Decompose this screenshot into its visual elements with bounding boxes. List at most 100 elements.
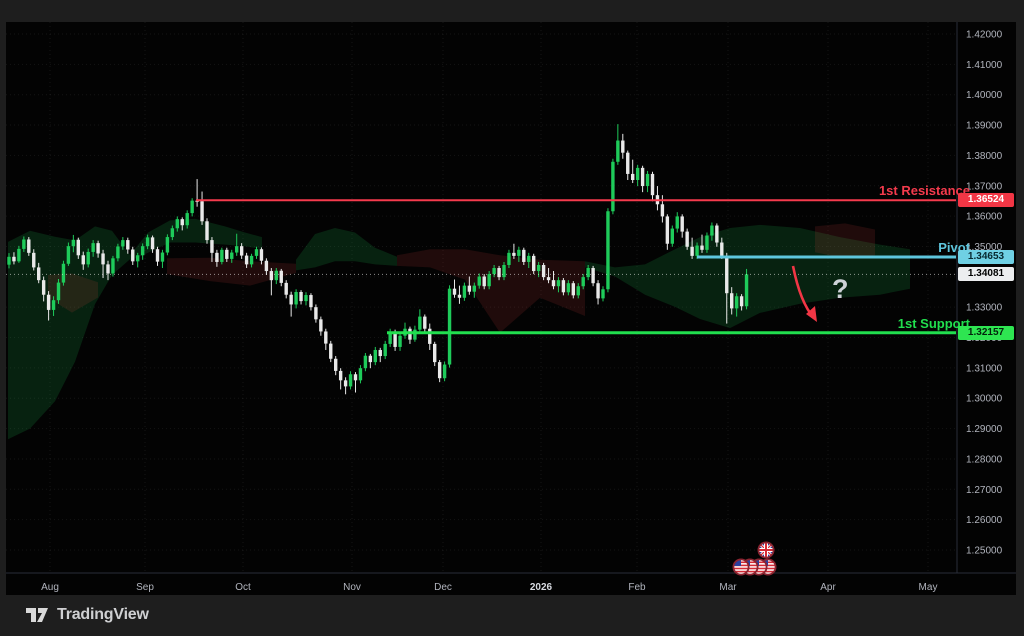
economic-event-icons[interactable]: [728, 538, 780, 578]
down-candle: [626, 152, 630, 174]
down-candle: [239, 246, 244, 256]
down-candle: [126, 240, 130, 250]
level-lines-layer[interactable]: [196, 199, 956, 335]
down-candle: [720, 242, 724, 256]
up-candle: [51, 300, 56, 310]
up-candle: [7, 256, 11, 265]
down-candle: [680, 216, 684, 232]
up-candle: [363, 355, 368, 369]
candles-layer[interactable]: [7, 124, 749, 395]
down-candle: [423, 316, 427, 329]
down-candle: [660, 204, 665, 217]
question-mark-annotation[interactable]: ?: [832, 274, 849, 304]
up-candle: [705, 235, 709, 250]
pivot-label[interactable]: Pivot: [938, 240, 970, 255]
down-candle: [244, 255, 249, 265]
time-tick-label: Dec: [434, 582, 452, 593]
down-candle: [730, 293, 734, 309]
down-candle: [631, 173, 635, 180]
price-tick-label: 1.42000: [966, 30, 1003, 41]
down-candle: [591, 268, 595, 284]
down-candle: [368, 355, 373, 363]
up-candle: [507, 252, 511, 265]
up-candle: [235, 246, 239, 253]
up-candle: [160, 252, 165, 262]
down-candle: [215, 252, 219, 262]
down-candle: [27, 239, 31, 253]
down-candle: [131, 249, 135, 262]
down-candle: [319, 319, 323, 332]
down-candle: [739, 296, 744, 307]
up-candle: [358, 368, 363, 381]
price-tick-label: 1.41000: [966, 60, 1003, 71]
price-tick-label: 1.38000: [966, 151, 1003, 162]
up-candle: [121, 240, 125, 247]
price-tick-label: 1.27000: [966, 485, 1003, 496]
down-candle: [299, 292, 303, 302]
time-axis[interactable]: Aug Sep Oct Nov Dec 2026 Feb Mar Apr May: [41, 582, 937, 593]
resistance-price-badge: 1.36524: [958, 193, 1014, 208]
up-candle: [576, 286, 580, 296]
time-tick-label: May: [919, 582, 938, 593]
down-candle: [155, 249, 160, 262]
up-candle: [140, 246, 145, 256]
up-candle: [635, 167, 640, 180]
support-price-badge: 1.32157: [958, 325, 1014, 340]
up-candle: [413, 329, 417, 340]
up-candle: [744, 274, 749, 307]
price-tick-label: 1.40000: [966, 90, 1003, 101]
resistance-label[interactable]: 1st Resistance: [878, 183, 970, 199]
up-candle: [398, 335, 402, 347]
up-candle: [17, 248, 21, 262]
up-candle: [710, 225, 714, 236]
time-tick-label: Apr: [820, 582, 836, 593]
down-candle: [522, 249, 526, 262]
down-candle: [551, 280, 556, 287]
up-candle: [472, 285, 476, 292]
up-candle: [527, 255, 531, 262]
up-candle: [581, 277, 585, 287]
pivot-price-badge: 1.34653: [958, 250, 1014, 264]
down-candle: [437, 362, 442, 379]
down-candle: [81, 255, 85, 265]
up-candle: [616, 140, 620, 162]
up-candle: [487, 274, 491, 287]
uk-flag-event-icon[interactable]: [757, 541, 775, 559]
up-candle: [517, 249, 521, 256]
up-candle: [492, 268, 496, 275]
support-label[interactable]: 1st Support: [897, 315, 970, 331]
price-tick-label: 1.29000: [966, 424, 1003, 435]
down-candle: [343, 380, 348, 387]
up-candle: [22, 239, 26, 249]
time-tick-label: Sep: [136, 582, 154, 593]
price-tick-label: 1.37000: [966, 181, 1003, 192]
up-candle: [175, 219, 179, 229]
down-candle: [621, 140, 625, 153]
up-candle: [66, 246, 71, 264]
down-candle: [334, 358, 338, 371]
down-arrow-annotation[interactable]: [791, 265, 817, 322]
down-candle: [546, 277, 551, 281]
down-candle: [353, 374, 358, 381]
up-candle: [220, 249, 224, 262]
up-candle: [447, 288, 452, 365]
down-candle: [76, 239, 80, 256]
time-tick-label: Feb: [628, 582, 646, 593]
up-candle: [165, 237, 170, 253]
time-tick-label: 2026: [530, 582, 553, 593]
down-candle: [561, 280, 566, 293]
up-candle: [675, 216, 679, 229]
up-candle: [536, 264, 541, 272]
down-candle: [482, 276, 486, 287]
down-candle: [284, 282, 288, 295]
down-candle: [96, 243, 100, 254]
tradingview-logo[interactable]: TradingView: [26, 605, 149, 624]
time-tick-label: Aug: [41, 582, 59, 593]
down-candle: [665, 216, 670, 244]
down-candle: [324, 331, 328, 344]
chart-canvas[interactable]: 1.42000 1.41000 1.40000 1.39000 1.38000 1.370…: [0, 0, 1024, 597]
us-flag-event-icon-1[interactable]: [732, 558, 750, 576]
up-candle: [477, 276, 481, 286]
chart-pane[interactable]: [6, 22, 1016, 595]
